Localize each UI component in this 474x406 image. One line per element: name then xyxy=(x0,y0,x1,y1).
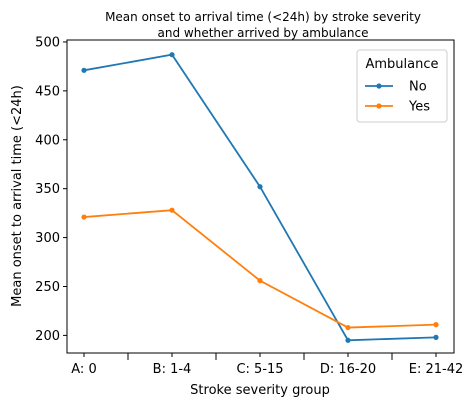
legend-title: Ambulance xyxy=(365,57,438,72)
data-point-no xyxy=(257,184,263,190)
x-axis-label: Stroke severity group xyxy=(190,383,330,398)
chart-title-line-2: and whether arrived by ambulance xyxy=(158,26,369,40)
legend-entry-label: Yes xyxy=(408,100,430,115)
legend-entry-label: No xyxy=(409,80,427,95)
data-point-no xyxy=(169,52,175,58)
data-point-yes xyxy=(81,214,87,220)
x-tick-label: A: 0 xyxy=(71,362,96,377)
y-tick-label: 200 xyxy=(35,329,60,344)
y-tick-label: 300 xyxy=(35,231,60,246)
data-point-no xyxy=(345,337,351,343)
data-point-yes xyxy=(257,278,263,284)
legend-swatch-marker xyxy=(376,103,382,109)
data-point-yes xyxy=(345,324,351,331)
data-point-yes xyxy=(169,207,175,213)
y-tick-label: 350 xyxy=(35,182,60,197)
series-layer xyxy=(81,52,439,343)
y-axis-label: Mean onset to arrival time (<24h) xyxy=(10,85,25,307)
x-tick-label: E: 21-42 xyxy=(409,362,464,377)
x-axis: A: 0 B: 1-4 C: 5-15 D: 16-20 E: 21-42 xyxy=(71,353,463,377)
y-tick-label: 400 xyxy=(35,133,60,148)
data-point-no xyxy=(81,67,87,73)
data-point-yes xyxy=(433,322,439,328)
y-tick-label: 500 xyxy=(35,35,60,50)
y-tick-label: 250 xyxy=(35,280,60,295)
chart-title-line-1: Mean onset to arrival time (<24h) by str… xyxy=(105,10,421,24)
x-tick-label: B: 1-4 xyxy=(153,362,192,377)
legend-swatch-marker xyxy=(376,83,382,89)
y-axis: 200 250 300 350 400 450 500 xyxy=(35,35,67,344)
data-point-no xyxy=(433,334,439,340)
x-tick-label: D: 16-20 xyxy=(320,362,376,377)
y-tick-label: 450 xyxy=(35,84,60,99)
x-tick-label: C: 5-15 xyxy=(236,362,283,377)
legend: Ambulance No Yes xyxy=(356,49,448,123)
